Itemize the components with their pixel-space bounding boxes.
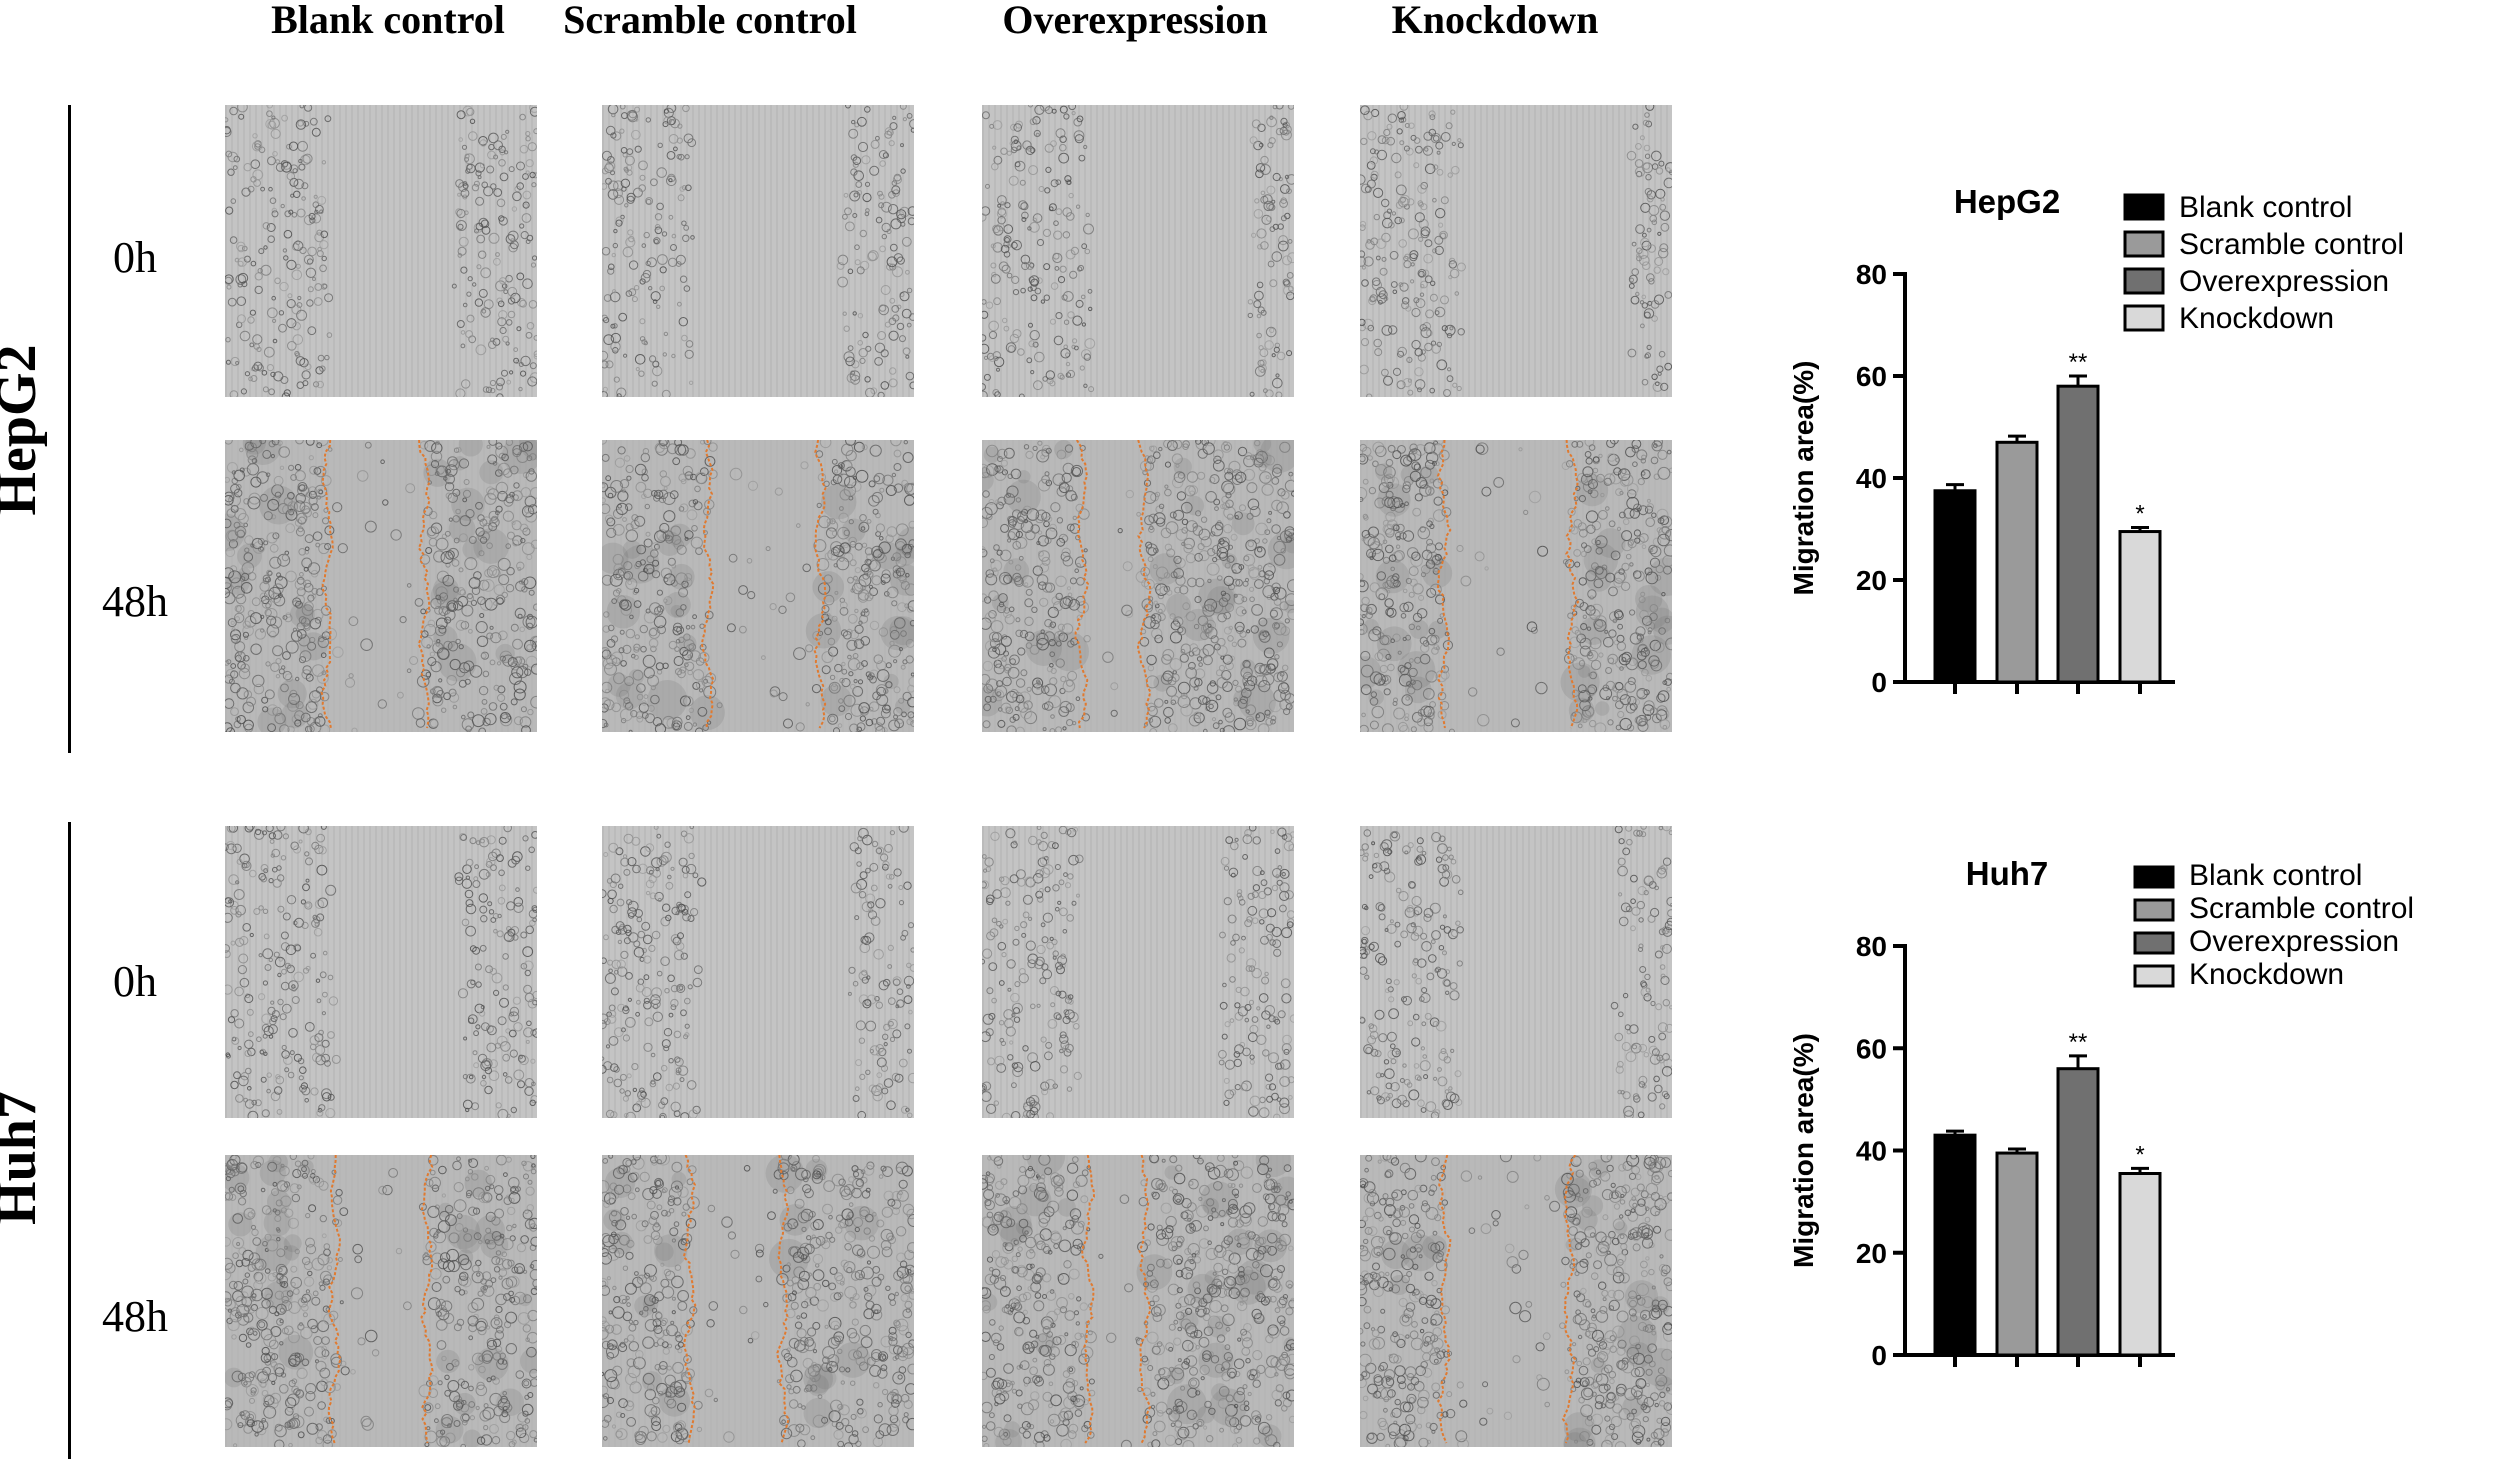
bar-blank-control [1933, 489, 1977, 684]
column-header-scramble-control: Scramble control [563, 0, 857, 42]
micrograph-huh7-0h-knockdown [1360, 826, 1672, 1118]
legend-swatch-overexpression [2133, 931, 2175, 955]
significance-label: ** [2069, 349, 2088, 376]
y-axis-label: Migration area(%) [1788, 361, 1819, 596]
chart-title: Huh7 [1966, 855, 2049, 892]
legend-label: Knockdown [2189, 958, 2344, 991]
micrograph-huh7-48h-overexpression [982, 1155, 1294, 1447]
micrograph-hepg2-48h-blank-control [225, 440, 537, 732]
legend-swatch-blank-control [2123, 193, 2165, 221]
bar-blank-control [1933, 1133, 1977, 1357]
bar-overexpression [2056, 1067, 2100, 1357]
micrograph-huh7-48h-blank-control [225, 1155, 537, 1447]
y-tick-label: 80 [1856, 259, 1887, 290]
legend-swatch-knockdown [2123, 304, 2165, 332]
y-tick-label: 60 [1856, 361, 1887, 392]
y-tick-label: 0 [1871, 667, 1887, 698]
bar-knockdown [2118, 530, 2162, 684]
micrograph-huh7-0h-blank-control [225, 826, 537, 1118]
legend-label: Scramble control [2179, 228, 2404, 261]
y-tick-label: 40 [1856, 463, 1887, 494]
column-header-blank-control: Blank control [271, 0, 505, 42]
chart-title: HepG2 [1954, 183, 2060, 220]
y-axis-label: Migration area(%) [1788, 1033, 1819, 1268]
significance-label: * [2135, 500, 2144, 527]
micrograph-hepg2-0h-overexpression [982, 105, 1294, 397]
bar-knockdown [2118, 1172, 2162, 1357]
micrograph-hepg2-0h-knockdown [1360, 105, 1672, 397]
legend-label: Blank control [2189, 859, 2362, 892]
micrograph-hepg2-48h-knockdown [1360, 440, 1672, 732]
micrograph-huh7-48h-scramble-control [602, 1155, 914, 1447]
legend-label: Overexpression [2179, 265, 2389, 298]
column-header-knockdown: Knockdown [1391, 0, 1599, 42]
micrograph-huh7-48h-knockdown [1360, 1155, 1672, 1447]
timepoint-label-huh7-48h: 48h [102, 1292, 168, 1341]
legend-swatch-blank-control [2133, 865, 2175, 889]
legend-label: Overexpression [2189, 925, 2399, 958]
micrograph-hepg2-0h-scramble-control [602, 105, 914, 397]
bar-scramble-control [1995, 440, 2039, 684]
micrograph-huh7-0h-overexpression [982, 826, 1294, 1118]
bar-overexpression [2056, 384, 2100, 684]
cell-line-label-huh7: Huh7 [0, 1091, 48, 1225]
timepoint-label-hepg2-48h: 48h [102, 577, 168, 626]
micrograph-huh7-0h-scramble-control [602, 826, 914, 1118]
legend-swatch-knockdown [2133, 964, 2175, 988]
bar-scramble-control [1995, 1151, 2039, 1357]
legend-swatch-overexpression [2123, 267, 2165, 295]
huh7-divider [68, 822, 71, 1459]
legend-swatch-scramble-control [2133, 898, 2175, 922]
y-tick-label: 40 [1856, 1136, 1887, 1167]
cell-line-label-hepg2: HepG2 [0, 344, 48, 516]
legend-label: Blank control [2179, 191, 2352, 224]
significance-label: * [2135, 1141, 2144, 1168]
y-tick-label: 60 [1856, 1033, 1887, 1064]
y-tick-label: 20 [1856, 1238, 1887, 1269]
y-tick-label: 20 [1856, 565, 1887, 596]
legend-label: Knockdown [2179, 302, 2334, 335]
timepoint-label-hepg2-0h: 0h [113, 233, 157, 282]
y-tick-label: 80 [1856, 931, 1887, 962]
micrograph-hepg2-0h-blank-control [225, 105, 537, 397]
significance-label: ** [2069, 1029, 2088, 1056]
micrograph-hepg2-48h-scramble-control [602, 440, 914, 732]
y-tick-label: 0 [1871, 1340, 1887, 1371]
micrograph-hepg2-48h-overexpression [982, 440, 1294, 732]
legend-swatch-scramble-control [2123, 230, 2165, 258]
legend-label: Scramble control [2189, 892, 2414, 925]
column-header-overexpression: Overexpression [1002, 0, 1268, 42]
timepoint-label-huh7-0h: 0h [113, 957, 157, 1006]
hepg2-divider [68, 105, 71, 753]
